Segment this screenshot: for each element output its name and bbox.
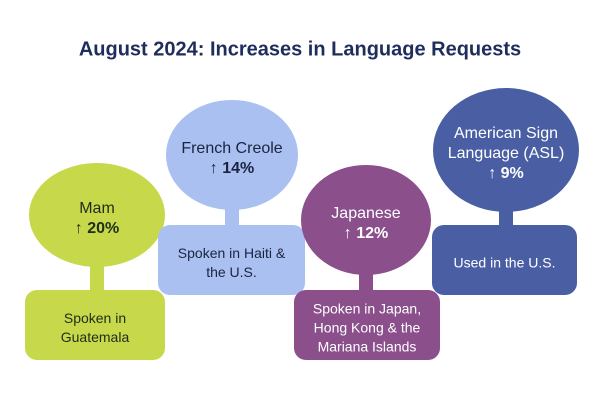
- language-name: American Sign: [454, 125, 558, 142]
- bubble: [433, 88, 579, 212]
- bubble: [301, 165, 431, 275]
- language-name: Mam: [79, 200, 115, 217]
- description: Guatemala: [61, 329, 130, 345]
- description: the U.S.: [206, 264, 257, 280]
- description: Hong Kong & the: [314, 320, 421, 336]
- description-box: [158, 225, 305, 295]
- description-box: [294, 290, 440, 360]
- increase: ↑ 12%: [344, 225, 388, 242]
- description: Used in the U.S.: [454, 255, 556, 271]
- description: Spoken in: [64, 310, 126, 326]
- description-box: [25, 290, 165, 360]
- description-box: [432, 225, 577, 295]
- description: Mariana Islands: [318, 339, 417, 355]
- language-name: Japanese: [331, 205, 400, 222]
- description: Spoken in Haiti &: [178, 245, 286, 261]
- language-name: French Creole: [181, 140, 282, 157]
- description: Spoken in Japan,: [313, 301, 421, 317]
- increase: ↑ 20%: [75, 220, 119, 237]
- increase: ↑ 9%: [488, 165, 524, 182]
- bubble: [29, 163, 165, 267]
- bubble: [166, 100, 298, 210]
- language-name: Language (ASL): [448, 145, 565, 162]
- title: August 2024: Increases in Language Reque…: [79, 38, 521, 60]
- increase: ↑ 14%: [210, 160, 254, 177]
